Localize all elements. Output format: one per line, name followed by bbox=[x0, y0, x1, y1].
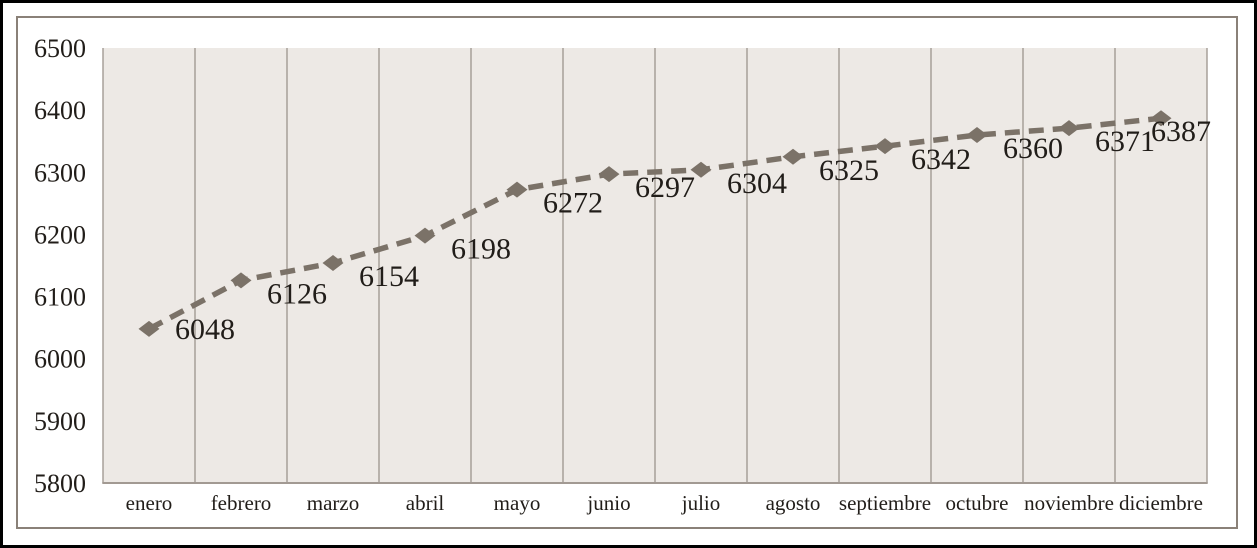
data-point-marker bbox=[506, 181, 528, 198]
x-tick-label: julio bbox=[681, 491, 721, 515]
data-point-label: 6304 bbox=[727, 167, 787, 200]
data-point-marker bbox=[414, 227, 436, 244]
y-tick-label: 6500 bbox=[34, 34, 86, 63]
data-point-marker bbox=[1058, 120, 1080, 137]
x-tick-label: abril bbox=[406, 491, 445, 515]
data-point-label: 6048 bbox=[175, 313, 235, 346]
data-point-marker bbox=[874, 138, 896, 155]
y-tick-label: 6400 bbox=[34, 96, 86, 125]
data-point-marker bbox=[322, 255, 344, 272]
x-tick-label: noviembre bbox=[1024, 491, 1114, 515]
x-tick-label: octubre bbox=[946, 491, 1009, 515]
data-point-marker bbox=[782, 148, 804, 165]
x-tick-label: junio bbox=[586, 491, 630, 515]
data-point-label: 6126 bbox=[267, 277, 327, 310]
data-point-marker bbox=[1150, 110, 1172, 127]
data-point-label: 6297 bbox=[635, 171, 695, 204]
data-point-label: 6325 bbox=[819, 154, 879, 187]
y-tick-label: 6200 bbox=[34, 220, 86, 249]
data-point-marker bbox=[138, 320, 160, 337]
x-tick-label: agosto bbox=[766, 491, 821, 515]
x-tick-label: mayo bbox=[494, 491, 541, 515]
x-tick-label: febrero bbox=[211, 491, 272, 515]
chart-frame-border bbox=[16, 16, 1238, 529]
y-tick-label: 6100 bbox=[34, 283, 86, 312]
data-point-label: 6342 bbox=[911, 143, 971, 176]
x-tick-label: septiembre bbox=[839, 491, 931, 515]
data-point-marker bbox=[690, 161, 712, 178]
data-point-marker bbox=[966, 127, 988, 143]
data-point-label: 6387 bbox=[1151, 115, 1211, 148]
x-tick-label: marzo bbox=[307, 491, 359, 515]
y-tick-label: 6000 bbox=[34, 345, 86, 374]
x-tick-label: diciembre bbox=[1119, 491, 1203, 515]
x-tick-label: enero bbox=[126, 491, 173, 515]
y-tick-label: 5800 bbox=[34, 469, 86, 498]
data-point-marker bbox=[230, 272, 252, 289]
y-tick-label: 5900 bbox=[34, 407, 86, 436]
data-point-marker bbox=[598, 166, 620, 183]
data-point-label: 6154 bbox=[359, 260, 419, 293]
data-point-label: 6371 bbox=[1095, 125, 1155, 158]
series-line bbox=[147, 115, 1162, 332]
data-point-label: 6198 bbox=[451, 233, 511, 266]
data-point-label: 6272 bbox=[543, 187, 603, 220]
y-tick-label: 6300 bbox=[34, 158, 86, 187]
data-point-label: 6360 bbox=[1003, 132, 1063, 165]
